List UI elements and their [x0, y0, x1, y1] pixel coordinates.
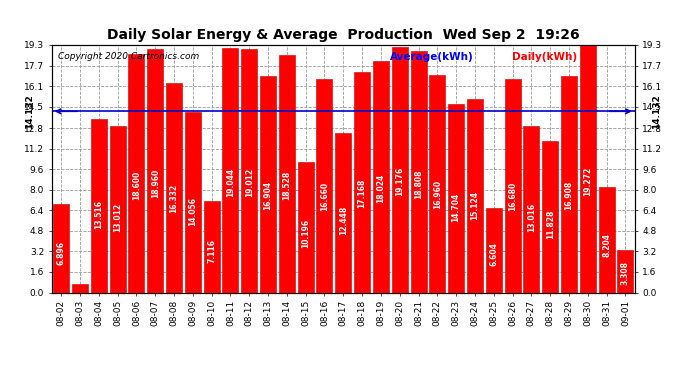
Bar [429, 75, 445, 292]
Text: 18.024: 18.024 [376, 174, 386, 203]
Text: 7.116: 7.116 [207, 239, 216, 263]
Bar [580, 45, 595, 292]
Bar [448, 104, 464, 292]
Bar [392, 46, 408, 292]
Bar [618, 250, 633, 292]
Bar [147, 50, 164, 292]
Text: 3.308: 3.308 [621, 261, 630, 285]
Bar [599, 187, 615, 292]
Text: 6.604: 6.604 [489, 243, 498, 266]
Bar [279, 55, 295, 292]
Text: 13.012: 13.012 [113, 203, 122, 232]
Bar [504, 79, 520, 292]
Text: 18.808: 18.808 [414, 169, 423, 199]
Bar [72, 285, 88, 292]
Bar [91, 119, 107, 292]
Bar [222, 48, 239, 292]
Bar [335, 133, 351, 292]
Text: 19.272: 19.272 [583, 166, 592, 196]
Text: 8.204: 8.204 [602, 233, 611, 257]
Bar [317, 79, 333, 292]
Text: 15.124: 15.124 [471, 191, 480, 220]
Bar [204, 201, 219, 292]
Title: Daily Solar Energy & Average  Production  Wed Sep 2  19:26: Daily Solar Energy & Average Production … [107, 28, 580, 42]
Text: 17.168: 17.168 [357, 179, 366, 208]
Text: 14.056: 14.056 [188, 197, 197, 226]
Text: 10.196: 10.196 [301, 219, 310, 248]
Bar [411, 51, 426, 292]
Text: 11.828: 11.828 [546, 210, 555, 239]
Bar [260, 76, 276, 292]
Bar [110, 126, 126, 292]
Bar [542, 141, 558, 292]
Text: 19.176: 19.176 [395, 167, 404, 196]
Text: 18.600: 18.600 [132, 171, 141, 200]
Bar [297, 162, 314, 292]
Bar [523, 126, 540, 292]
Text: 16.904: 16.904 [264, 180, 273, 210]
Text: 18.528: 18.528 [282, 171, 291, 200]
Text: Daily(kWh): Daily(kWh) [513, 53, 578, 62]
Text: 14.132: 14.132 [652, 94, 661, 129]
Bar [185, 112, 201, 292]
Bar [467, 99, 483, 292]
Text: 19.044: 19.044 [226, 168, 235, 197]
Text: 16.660: 16.660 [320, 182, 329, 211]
Bar [373, 62, 389, 292]
Text: 14.132: 14.132 [26, 94, 34, 129]
Bar [128, 54, 144, 292]
Text: 12.448: 12.448 [339, 206, 348, 235]
Text: Copyright 2020 Cartronics.com: Copyright 2020 Cartronics.com [57, 53, 199, 62]
Bar [166, 83, 182, 292]
Text: 13.016: 13.016 [527, 203, 536, 232]
Bar [354, 72, 370, 292]
Bar [53, 204, 69, 292]
Text: 16.680: 16.680 [508, 182, 517, 211]
Bar [486, 208, 502, 292]
Text: 16.960: 16.960 [433, 180, 442, 209]
Text: 16.908: 16.908 [564, 180, 573, 210]
Bar [241, 49, 257, 292]
Text: 16.332: 16.332 [170, 184, 179, 213]
Text: 13.516: 13.516 [95, 200, 103, 229]
Text: 6.896: 6.896 [57, 241, 66, 265]
Text: 14.704: 14.704 [452, 193, 461, 222]
Bar [561, 76, 577, 292]
Text: Average(kWh): Average(kWh) [390, 53, 473, 62]
Text: 19.012: 19.012 [245, 168, 254, 197]
Text: 18.960: 18.960 [150, 168, 159, 198]
